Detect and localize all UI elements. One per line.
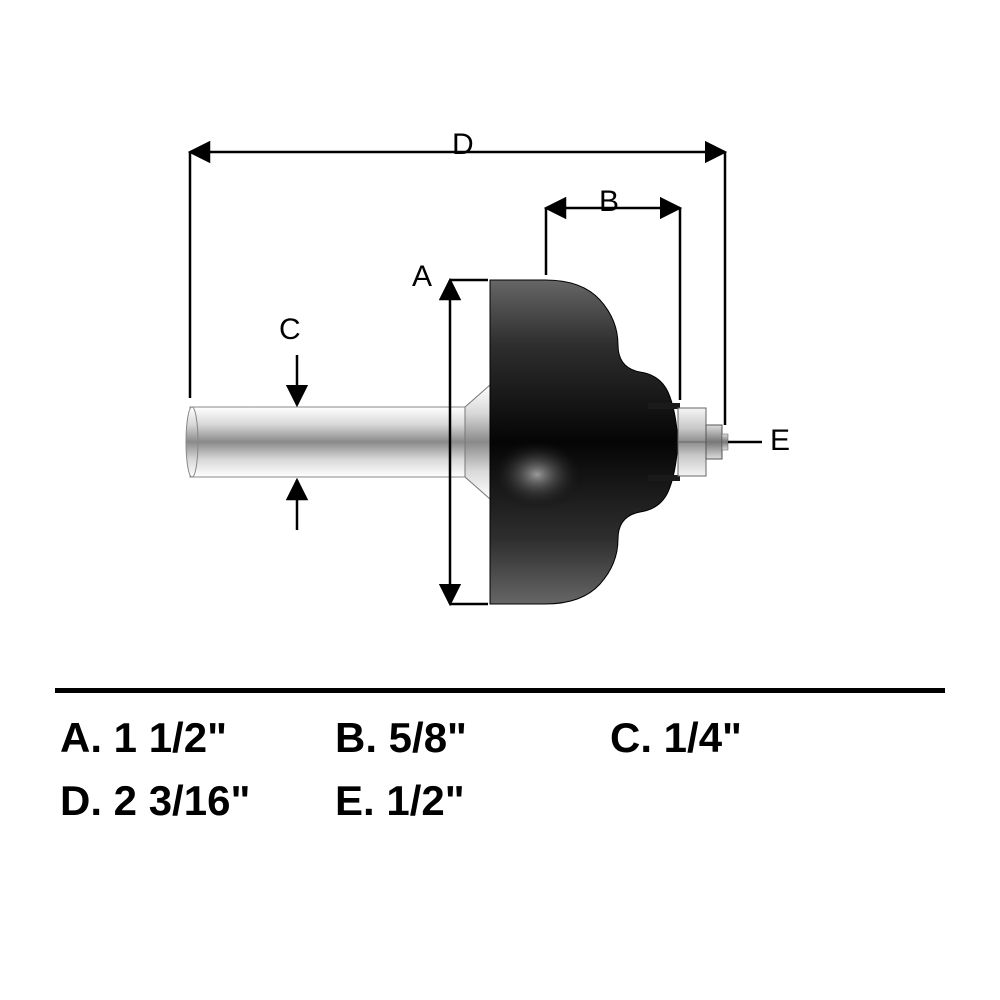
dim-label-b: B [599, 185, 619, 219]
legend-b: B. 5/8" [335, 710, 590, 767]
dim-label-c: C [279, 313, 301, 347]
legend-divider [55, 688, 945, 693]
shank [190, 407, 465, 477]
dim-label-a: A [412, 260, 432, 294]
legend-c: C. 1/4" [610, 710, 865, 767]
legend-d: D. 2 3/16" [60, 773, 315, 830]
legend-a: A. 1 1/2" [60, 710, 315, 767]
dim-label-d: D [452, 128, 474, 162]
legend-e: E. 1/2" [335, 773, 590, 830]
legend-blank [610, 773, 865, 830]
dim-label-e: E [770, 424, 790, 458]
measurements-legend: A. 1 1/2" B. 5/8" C. 1/4" D. 2 3/16" E. … [60, 710, 940, 829]
router-bit-svg [0, 0, 1000, 700]
bearing-nut [706, 425, 722, 459]
diagram-area: D B A C E [0, 0, 1000, 1000]
